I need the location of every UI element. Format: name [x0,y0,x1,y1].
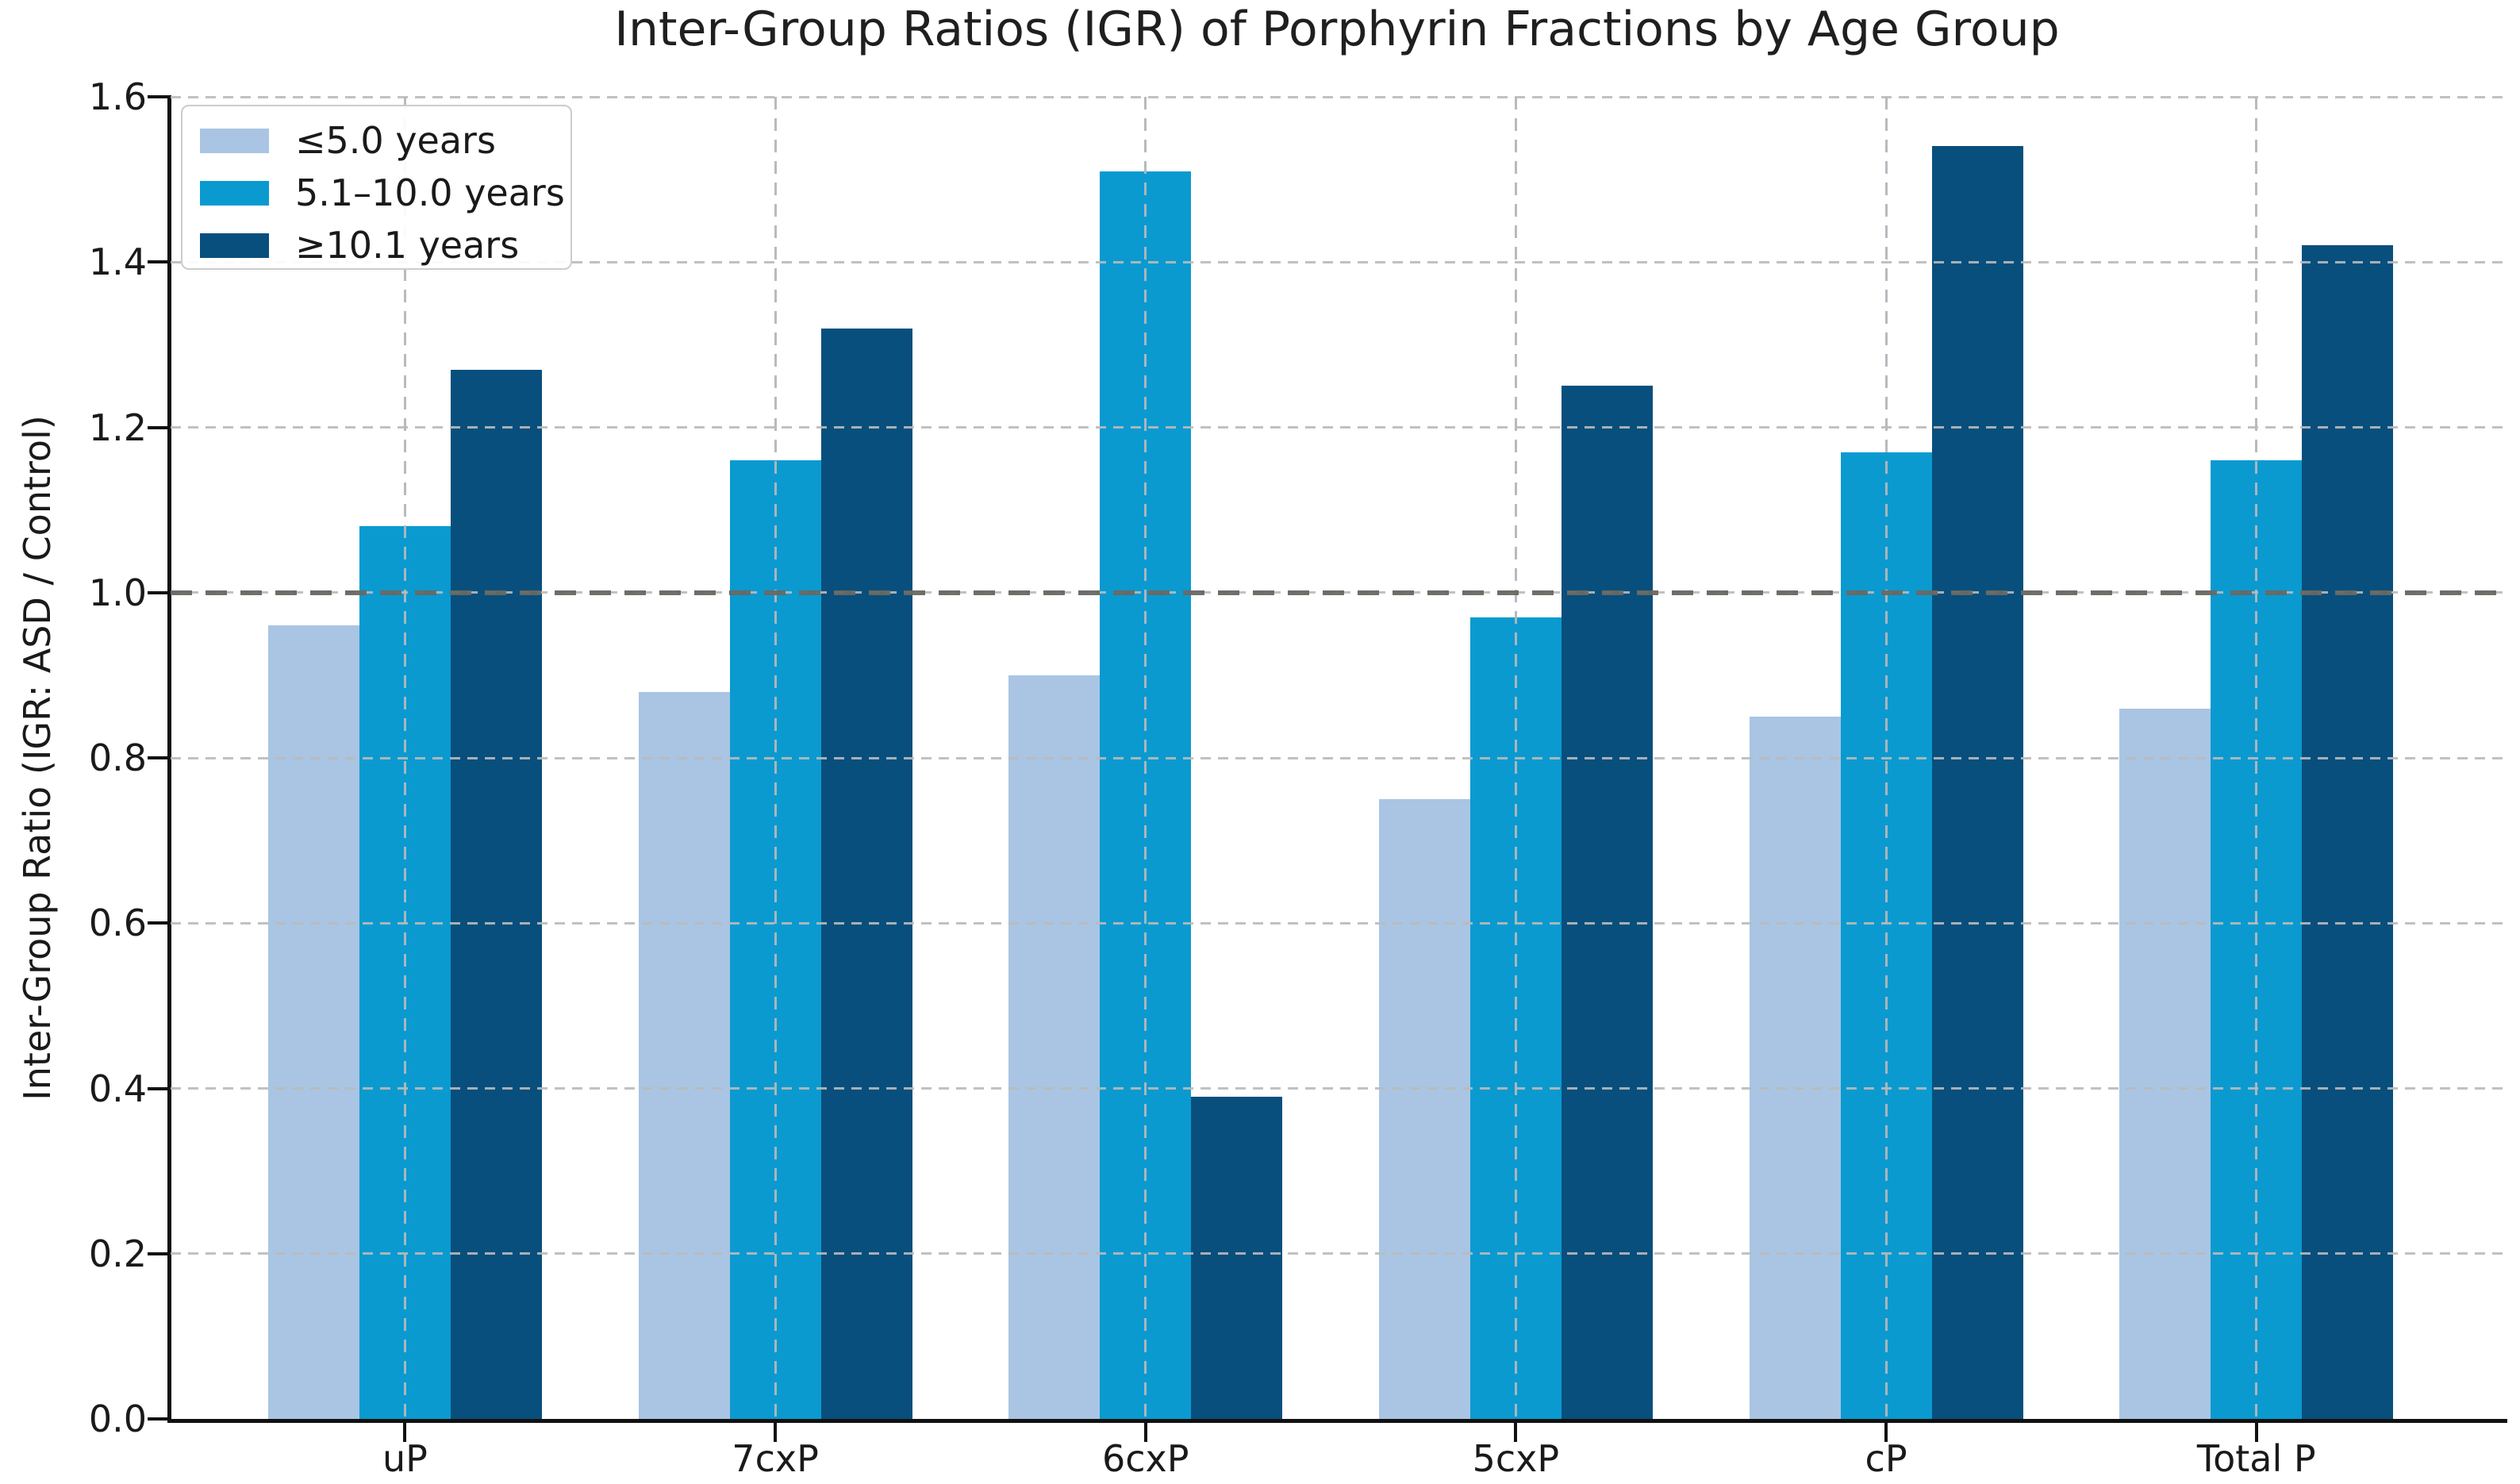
h-gridline-0.2 [171,1252,2503,1255]
x-tick-up [403,1423,407,1442]
legend-label-5-0-years: ≤5.0 years [295,119,496,162]
legend-swatch-5-1-10-0-years [200,181,269,206]
bar-6cxp-10-1-years [1191,1096,1283,1419]
bar-total-p-5-0-years [2119,708,2211,1419]
x-tick-7cxp [774,1423,778,1442]
plot-area [171,95,2503,1419]
y-tick-1.2 [148,425,167,429]
bar-6cxp-5-0-years [1008,675,1101,1419]
x-axis [167,1419,2507,1423]
x-tick-total-p [2254,1423,2258,1442]
x-tick-label-up: uP [382,1437,428,1480]
y-tick-label-0.6: 0.6 [88,902,147,945]
h-gridline-1.4 [171,260,2503,263]
bar-up-10-1-years [450,369,542,1419]
y-tick-label-0.4: 0.4 [88,1067,147,1110]
h-gridline-0.4 [171,1087,2503,1090]
legend-swatch-10-1-years [200,233,269,258]
y-tick-1.4 [148,260,167,264]
legend-item-10-1-years: ≥10.1 years [182,227,570,263]
legend-swatch-5-0-years [200,129,269,153]
bar-cp-10-1-years [1931,146,2023,1419]
legend-item-5-1-10-0-years: 5.1–10.0 years [182,175,570,211]
y-tick-label-0.0: 0.0 [88,1397,147,1440]
x-tick-label-5cxp: 5cxP [1472,1437,1560,1480]
y-tick-0.8 [148,756,167,759]
y-tick-0.6 [148,921,167,925]
y-axis [167,95,171,1422]
h-gridline-1.2 [171,426,2503,429]
legend-label-10-1-years: ≥10.1 years [295,224,520,267]
y-tick-label-1.4: 1.4 [88,240,147,284]
x-tick-label-total-p: Total P [2196,1437,2316,1480]
y-tick-label-1.2: 1.2 [88,406,147,449]
h-gridline-0.8 [171,756,2503,759]
legend: ≤5.0 years 5.1–10.0 years ≥10.1 years [181,105,572,270]
y-tick-1.0 [148,590,167,594]
legend-item-5-0-years: ≤5.0 years [182,122,570,159]
h-gridline-1.6 [171,95,2503,98]
bar-7cxp-10-1-years [820,328,912,1419]
bar-up-5-0-years [267,625,359,1419]
y-tick-label-1.0: 1.0 [88,571,147,614]
x-tick-5cxp [1514,1423,1518,1442]
chart-title: Inter-Group Ratios (IGR) of Porphyrin Fr… [614,2,2060,57]
bar-5cxp-10-1-years [1561,386,1653,1419]
y-tick-label-1.6: 1.6 [88,75,147,118]
y-tick-0.4 [148,1086,167,1090]
legend-label-5-1-10-0-years: 5.1–10.0 years [295,171,565,214]
x-tick-6cxp [1143,1423,1147,1442]
reference-line [171,590,2503,595]
y-tick-1.6 [148,95,167,98]
h-gridline-0.6 [171,921,2503,925]
y-tick-0.0 [148,1417,167,1421]
bar-5cxp-5-0-years [1378,799,1470,1419]
x-tick-label-6cxp: 6cxP [1101,1437,1189,1480]
y-tick-label-0.8: 0.8 [88,736,147,779]
bar-7cxp-5-0-years [638,691,730,1419]
bar-total-p-10-1-years [2302,245,2394,1419]
x-tick-label-7cxp: 7cxP [732,1437,819,1480]
x-tick-cp [1884,1423,1888,1442]
bar-cp-5-0-years [1749,716,1841,1419]
x-tick-label-cp: cP [1865,1437,1907,1480]
y-tick-0.2 [148,1251,167,1255]
y-tick-label-0.2: 0.2 [88,1232,147,1275]
